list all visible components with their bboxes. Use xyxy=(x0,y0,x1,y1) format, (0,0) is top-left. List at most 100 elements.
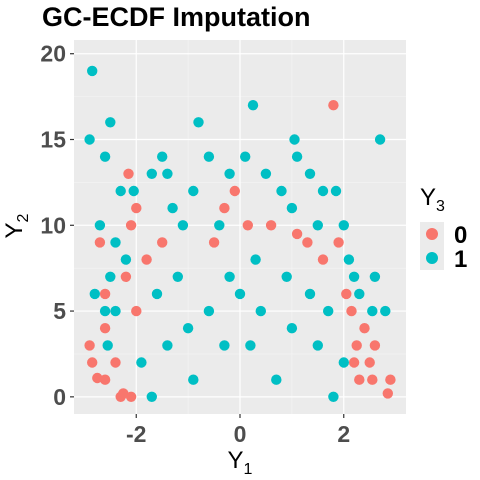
data-point xyxy=(234,288,246,300)
data-point xyxy=(348,271,360,282)
data-point xyxy=(182,323,194,334)
data-point xyxy=(382,388,393,399)
data-point xyxy=(172,271,183,282)
data-point xyxy=(364,357,375,368)
data-point xyxy=(265,220,277,231)
data-point xyxy=(289,134,300,145)
data-point xyxy=(247,100,259,111)
data-point xyxy=(341,288,352,300)
data-point xyxy=(333,237,344,248)
y-tick-label: 10 xyxy=(40,212,66,238)
legend-label-1: 1 xyxy=(454,246,467,273)
x-tick-label: 2 xyxy=(337,421,350,447)
data-point xyxy=(219,340,230,351)
data-point xyxy=(286,323,298,334)
data-point xyxy=(102,340,113,351)
data-point xyxy=(131,305,142,317)
data-point xyxy=(302,237,313,248)
data-point xyxy=(359,323,370,334)
data-point xyxy=(369,340,381,351)
data-point xyxy=(328,391,339,402)
data-point xyxy=(369,271,381,282)
chart-title: GC-ECDF Imputation xyxy=(42,2,311,32)
data-point xyxy=(351,340,362,351)
data-point xyxy=(203,151,215,162)
data-point xyxy=(328,100,339,111)
data-point xyxy=(188,185,199,197)
data-point xyxy=(343,254,355,265)
data-point xyxy=(193,117,204,128)
series-0 xyxy=(84,100,396,402)
data-point xyxy=(177,220,189,231)
data-point xyxy=(385,374,396,385)
data-point xyxy=(346,305,357,317)
data-point xyxy=(110,305,121,317)
data-point xyxy=(94,237,106,248)
data-point xyxy=(224,271,235,282)
data-point xyxy=(162,168,173,179)
data-point xyxy=(110,357,121,368)
data-point xyxy=(317,185,329,197)
data-point xyxy=(87,357,98,368)
data-point xyxy=(94,220,106,231)
data-point xyxy=(99,305,111,317)
data-point xyxy=(131,202,142,214)
data-point xyxy=(118,388,129,399)
data-point xyxy=(120,271,132,282)
data-point xyxy=(208,237,220,248)
legend-title: Y3 xyxy=(420,184,445,215)
x-tick-label: -2 xyxy=(126,421,146,447)
series-1 xyxy=(84,65,391,402)
data-point xyxy=(281,271,292,282)
data-point xyxy=(240,151,251,162)
data-point xyxy=(304,288,316,300)
data-point xyxy=(146,168,157,179)
data-point xyxy=(338,357,349,368)
data-point xyxy=(125,220,137,231)
legend-key-0-marker xyxy=(426,228,438,240)
data-point xyxy=(188,374,199,385)
data-point xyxy=(271,374,282,385)
data-point xyxy=(99,323,111,334)
data-point xyxy=(255,305,266,317)
y-tick-label: 5 xyxy=(53,298,66,324)
data-point xyxy=(348,357,360,368)
data-point xyxy=(136,357,147,368)
legend-label-0: 0 xyxy=(454,222,467,249)
legend: Y3 0 1 xyxy=(420,184,467,273)
data-point xyxy=(123,168,134,179)
data-point xyxy=(125,391,137,402)
data-point xyxy=(367,374,378,385)
data-point xyxy=(92,372,103,384)
x-axis-title: Y1 xyxy=(228,447,253,478)
data-point xyxy=(105,117,116,128)
data-point xyxy=(374,134,386,145)
data-point xyxy=(338,220,349,231)
y-axis-title: Y2 xyxy=(1,213,32,238)
data-point xyxy=(291,151,303,162)
data-point xyxy=(120,254,132,265)
data-point xyxy=(146,391,157,402)
data-point xyxy=(380,305,391,317)
data-point xyxy=(84,134,95,145)
data-point xyxy=(242,220,253,231)
data-point xyxy=(157,151,168,162)
data-point xyxy=(312,220,323,231)
data-point xyxy=(367,305,378,317)
data-point xyxy=(323,305,334,317)
data-point xyxy=(224,168,235,179)
data-point xyxy=(354,374,365,385)
legend-key-1-marker xyxy=(426,252,438,264)
data-point xyxy=(330,185,342,197)
data-point xyxy=(151,288,163,300)
data-point xyxy=(167,202,178,214)
data-point xyxy=(84,340,95,351)
data-point xyxy=(250,254,261,265)
data-point xyxy=(162,340,173,351)
data-point xyxy=(89,288,101,300)
y-tick-label: 15 xyxy=(40,127,66,153)
data-point xyxy=(99,151,111,162)
data-point xyxy=(157,237,168,248)
data-point xyxy=(214,220,225,231)
